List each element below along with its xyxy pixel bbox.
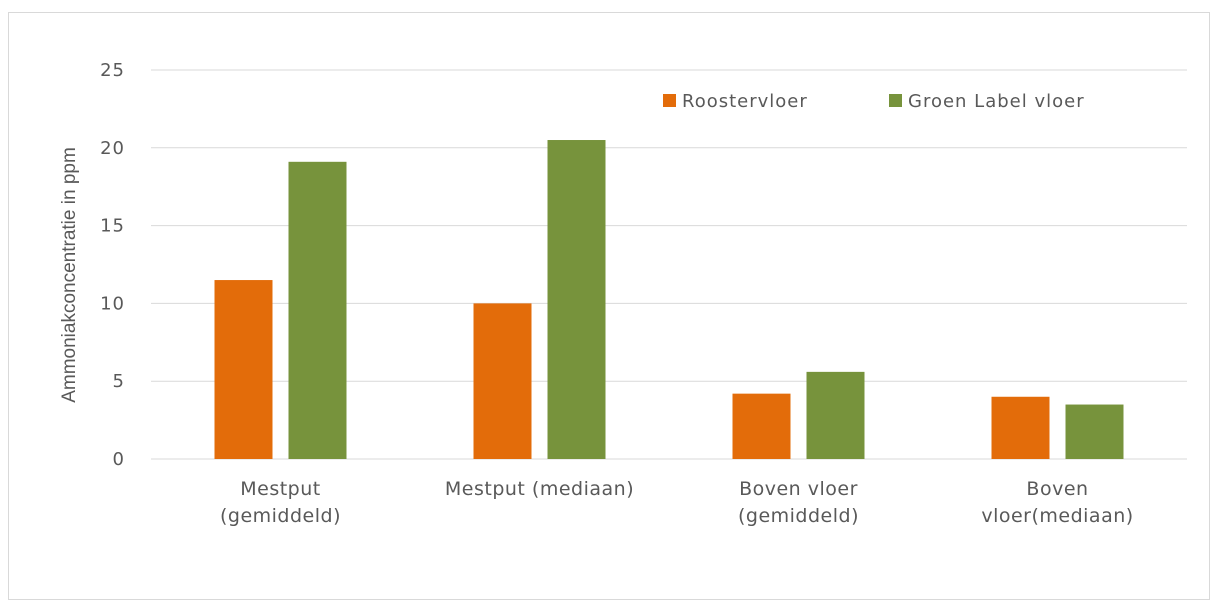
y-tick-label: 5 [113, 371, 125, 392]
bar-roostervloer [473, 303, 532, 459]
x-category-label: vloer(mediaan) [981, 505, 1133, 527]
bar-groen-label-vloer [1065, 404, 1124, 459]
y-tick-label: 25 [100, 60, 125, 81]
y-tick-label: 10 [100, 293, 125, 314]
bar-chart: 0 5 10 15 20 25 Mestput (gemiddeld) Mestput (me… [59, 60, 1187, 527]
chart-frame: 0 5 10 15 20 25 Mestput (gemiddeld) Mestput (me… [8, 12, 1210, 600]
y-tick-label: 0 [113, 449, 125, 470]
bar-groen-label-vloer [288, 161, 347, 459]
x-category-label: Boven vloer [739, 478, 858, 500]
legend-swatch [663, 94, 676, 107]
y-tick-label: 15 [100, 216, 125, 237]
bar-groen-label-vloer [806, 371, 865, 459]
legend: Roostervloer Groen Label vloer [663, 91, 1085, 112]
bar-groen-label-vloer [547, 140, 606, 459]
legend-swatch [889, 94, 902, 107]
bar-roostervloer [732, 393, 791, 459]
y-axis-label: Ammoniakconcentratie in ppm [59, 147, 80, 403]
x-category-label: (gemiddeld) [220, 505, 341, 527]
x-axis-categories: Mestput (gemiddeld) Mestput (mediaan) Boven… [220, 478, 1133, 527]
bars [214, 140, 1124, 459]
bar-roostervloer [991, 396, 1050, 459]
x-category-label: Mestput [240, 478, 320, 500]
legend-label: Groen Label vloer [908, 91, 1085, 112]
x-category-label: Mestput (mediaan) [445, 478, 634, 500]
legend-label: Roostervloer [682, 91, 808, 112]
y-axis-ticks: 0 5 10 15 20 25 [100, 60, 125, 470]
bar-roostervloer [214, 280, 273, 459]
x-category-label: (gemiddeld) [738, 505, 859, 527]
y-tick-label: 20 [100, 138, 125, 159]
x-category-label: Boven [1026, 478, 1088, 500]
